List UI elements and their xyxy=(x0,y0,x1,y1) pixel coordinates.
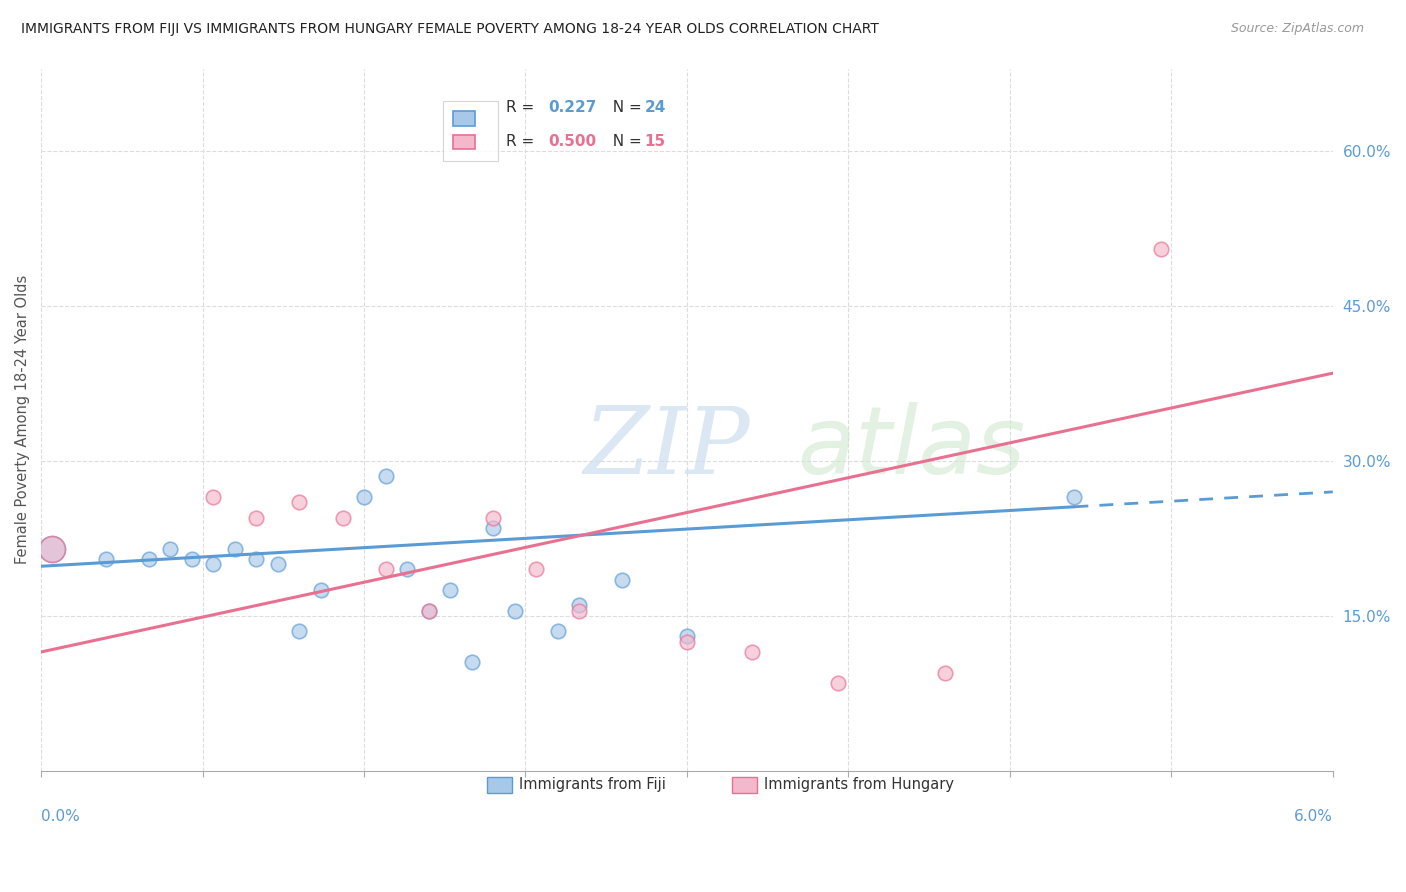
Point xyxy=(374,469,396,483)
Point xyxy=(1149,242,1171,256)
Point xyxy=(288,495,311,509)
Point xyxy=(568,604,591,618)
Point xyxy=(482,521,505,535)
Text: R =: R = xyxy=(506,100,540,115)
Point xyxy=(827,676,849,690)
Text: 0.227: 0.227 xyxy=(548,100,598,115)
Point xyxy=(439,582,461,597)
Text: atlas: atlas xyxy=(797,402,1025,493)
Text: 6.0%: 6.0% xyxy=(1294,809,1333,824)
Text: 15: 15 xyxy=(644,134,665,149)
Point xyxy=(547,624,569,639)
Point xyxy=(353,490,375,504)
Text: 0.0%: 0.0% xyxy=(41,809,80,824)
Point xyxy=(41,541,63,556)
Point xyxy=(41,541,63,556)
Text: Immigrants from Fiji: Immigrants from Fiji xyxy=(519,778,666,792)
Point xyxy=(288,624,311,639)
Point xyxy=(418,604,440,618)
Point xyxy=(482,510,505,524)
Point xyxy=(202,490,225,504)
Point xyxy=(396,562,419,576)
Point xyxy=(612,573,634,587)
Point xyxy=(159,541,181,556)
Text: ZIP: ZIP xyxy=(583,402,751,492)
Point xyxy=(374,562,396,576)
Point xyxy=(741,645,763,659)
Bar xyxy=(733,777,758,793)
Bar xyxy=(486,777,512,793)
Legend: , : , xyxy=(443,101,498,161)
Point xyxy=(202,557,225,571)
Text: R =: R = xyxy=(506,134,540,149)
Text: 24: 24 xyxy=(644,100,665,115)
Text: IMMIGRANTS FROM FIJI VS IMMIGRANTS FROM HUNGARY FEMALE POVERTY AMONG 18-24 YEAR : IMMIGRANTS FROM FIJI VS IMMIGRANTS FROM … xyxy=(21,22,879,37)
Point xyxy=(524,562,547,576)
Point xyxy=(1063,490,1085,504)
Text: N =: N = xyxy=(603,100,647,115)
Point xyxy=(245,552,267,566)
Point xyxy=(224,541,246,556)
Point xyxy=(267,557,290,571)
Point xyxy=(503,604,526,618)
Point xyxy=(332,510,354,524)
Point xyxy=(676,630,699,644)
Point xyxy=(460,655,482,669)
Text: N =: N = xyxy=(603,134,647,149)
Point xyxy=(568,599,591,613)
Point xyxy=(180,552,202,566)
Point xyxy=(418,604,440,618)
Point xyxy=(934,665,956,680)
Point xyxy=(138,552,160,566)
Y-axis label: Female Poverty Among 18-24 Year Olds: Female Poverty Among 18-24 Year Olds xyxy=(15,275,30,565)
Text: Source: ZipAtlas.com: Source: ZipAtlas.com xyxy=(1230,22,1364,36)
Point xyxy=(94,552,117,566)
Text: 0.500: 0.500 xyxy=(548,134,598,149)
Point xyxy=(245,510,267,524)
Point xyxy=(309,582,332,597)
Text: Immigrants from Hungary: Immigrants from Hungary xyxy=(765,778,955,792)
Point xyxy=(676,634,699,648)
